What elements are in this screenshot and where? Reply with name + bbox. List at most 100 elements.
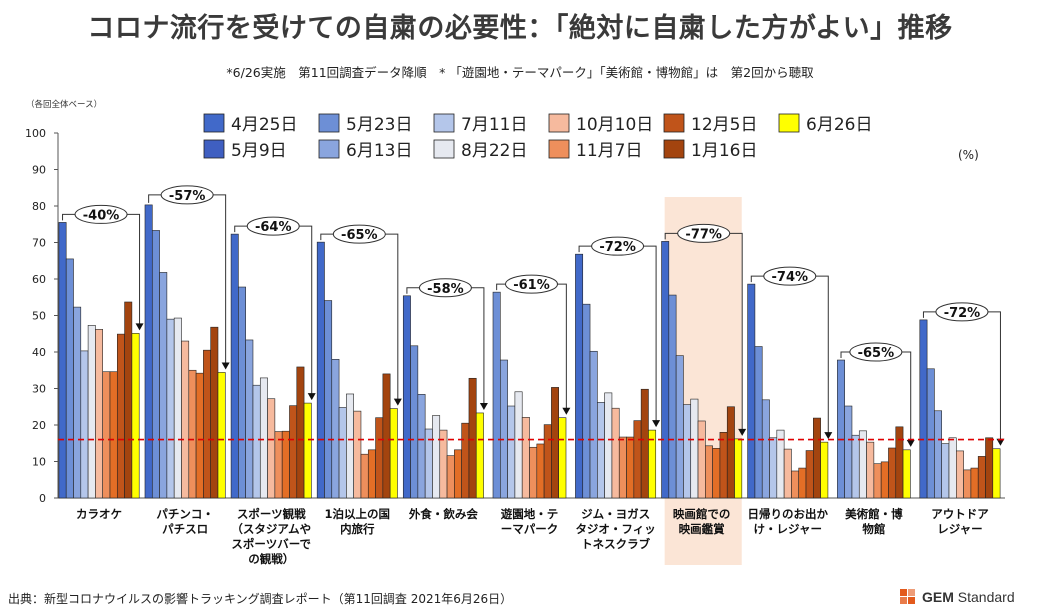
category-label: の観戦） — [248, 552, 294, 566]
bar — [934, 410, 943, 499]
legend-swatch — [548, 113, 570, 133]
change-label: -57% — [169, 189, 206, 204]
bar — [324, 300, 333, 499]
change-arrow — [307, 393, 316, 401]
bar — [791, 470, 800, 499]
legend-swatch — [203, 139, 225, 159]
bar — [102, 371, 111, 499]
bar — [837, 359, 845, 499]
bar — [80, 350, 89, 499]
bar — [73, 306, 82, 499]
bar — [109, 371, 118, 499]
y-tick-label: 0 — [39, 492, 46, 505]
bar — [402, 295, 411, 499]
change-badge — [677, 223, 731, 243]
y-tick-label: 90 — [32, 164, 46, 177]
bar — [382, 373, 391, 499]
bar — [124, 301, 133, 499]
change-arrow — [996, 438, 1005, 446]
bar — [705, 445, 713, 499]
bar — [521, 417, 530, 499]
category-label: スポーツ観戦 — [237, 507, 306, 521]
bar — [529, 446, 538, 499]
category-label: （スタジアムや — [231, 522, 311, 536]
change-label: -61% — [513, 278, 550, 293]
category-label: 映画鑑賞 — [679, 522, 725, 536]
bar — [880, 461, 889, 499]
bar — [648, 429, 657, 499]
bar — [296, 366, 305, 499]
y-tick-label: 30 — [32, 383, 46, 396]
bar — [761, 399, 770, 499]
bar — [820, 441, 829, 499]
bar — [389, 408, 398, 499]
legend-swatch — [318, 113, 340, 133]
bar — [203, 349, 211, 499]
change-arrow — [135, 323, 144, 331]
y-tick-label: 60 — [32, 273, 46, 286]
bar — [507, 405, 516, 499]
bar — [926, 368, 935, 499]
change-label: -40% — [83, 208, 120, 223]
bar — [499, 359, 508, 499]
change-arrow — [562, 407, 571, 415]
bar — [902, 449, 911, 499]
bar — [468, 377, 477, 499]
category-label: 映画館での — [673, 507, 731, 521]
change-label: -64% — [255, 220, 292, 235]
change-badge — [74, 204, 128, 224]
change-badge — [160, 185, 214, 205]
bar — [116, 333, 125, 499]
bar — [726, 406, 735, 499]
change-label: -77% — [685, 227, 722, 242]
category-label: ジム・ヨガス — [581, 507, 650, 521]
bar — [558, 417, 567, 499]
legend-label: 6月26日 — [806, 115, 872, 135]
bar — [181, 340, 190, 499]
bar — [543, 424, 552, 499]
bar — [144, 204, 153, 499]
base-note: （各回全体ベース） — [26, 100, 103, 110]
bar — [683, 404, 692, 499]
bar — [798, 467, 807, 499]
y-tick-label: 40 — [32, 346, 46, 359]
change-arrow — [652, 420, 661, 428]
bar — [492, 291, 501, 499]
bar — [245, 339, 254, 499]
change-badge — [332, 224, 386, 244]
bar — [159, 272, 168, 499]
change-badge — [591, 236, 645, 256]
bar — [633, 420, 642, 499]
bar — [166, 318, 175, 499]
bar — [844, 405, 853, 499]
bar — [267, 398, 276, 499]
bar — [281, 430, 290, 499]
change-label: -74% — [772, 270, 809, 285]
category-label: カラオケ — [76, 507, 122, 521]
category-label: パチンコ・ — [156, 507, 214, 521]
bar — [963, 469, 972, 499]
legend-label: 7月11日 — [461, 115, 527, 135]
category-label: 日帰りのお出か — [748, 507, 829, 521]
change-label: -72% — [944, 306, 981, 321]
bar — [346, 393, 354, 499]
bar — [895, 426, 904, 499]
bar — [734, 438, 743, 499]
category-label: スポーツバーで — [231, 537, 311, 551]
bar — [604, 392, 613, 499]
change-arrow — [393, 398, 402, 406]
bar — [173, 317, 182, 499]
bar — [551, 387, 560, 499]
unit-label: (%) — [958, 148, 979, 162]
chart-subtitle: *6/26実施 第11回調査データ降順 * 「遊園地・テーマパーク」「美術館・博… — [226, 65, 814, 80]
change-arrow — [479, 402, 488, 410]
bar — [432, 415, 441, 499]
category-label: 内旅行 — [340, 522, 375, 536]
bar — [195, 372, 204, 499]
bar — [417, 394, 426, 499]
bar — [813, 417, 821, 499]
page-title: コロナ流行を受けての自粛の必要性：「絶対に自粛した方がよい」推移 — [87, 13, 953, 44]
bar — [65, 258, 74, 499]
bar — [454, 449, 462, 499]
category-label: 1泊以上の国 — [325, 507, 391, 521]
